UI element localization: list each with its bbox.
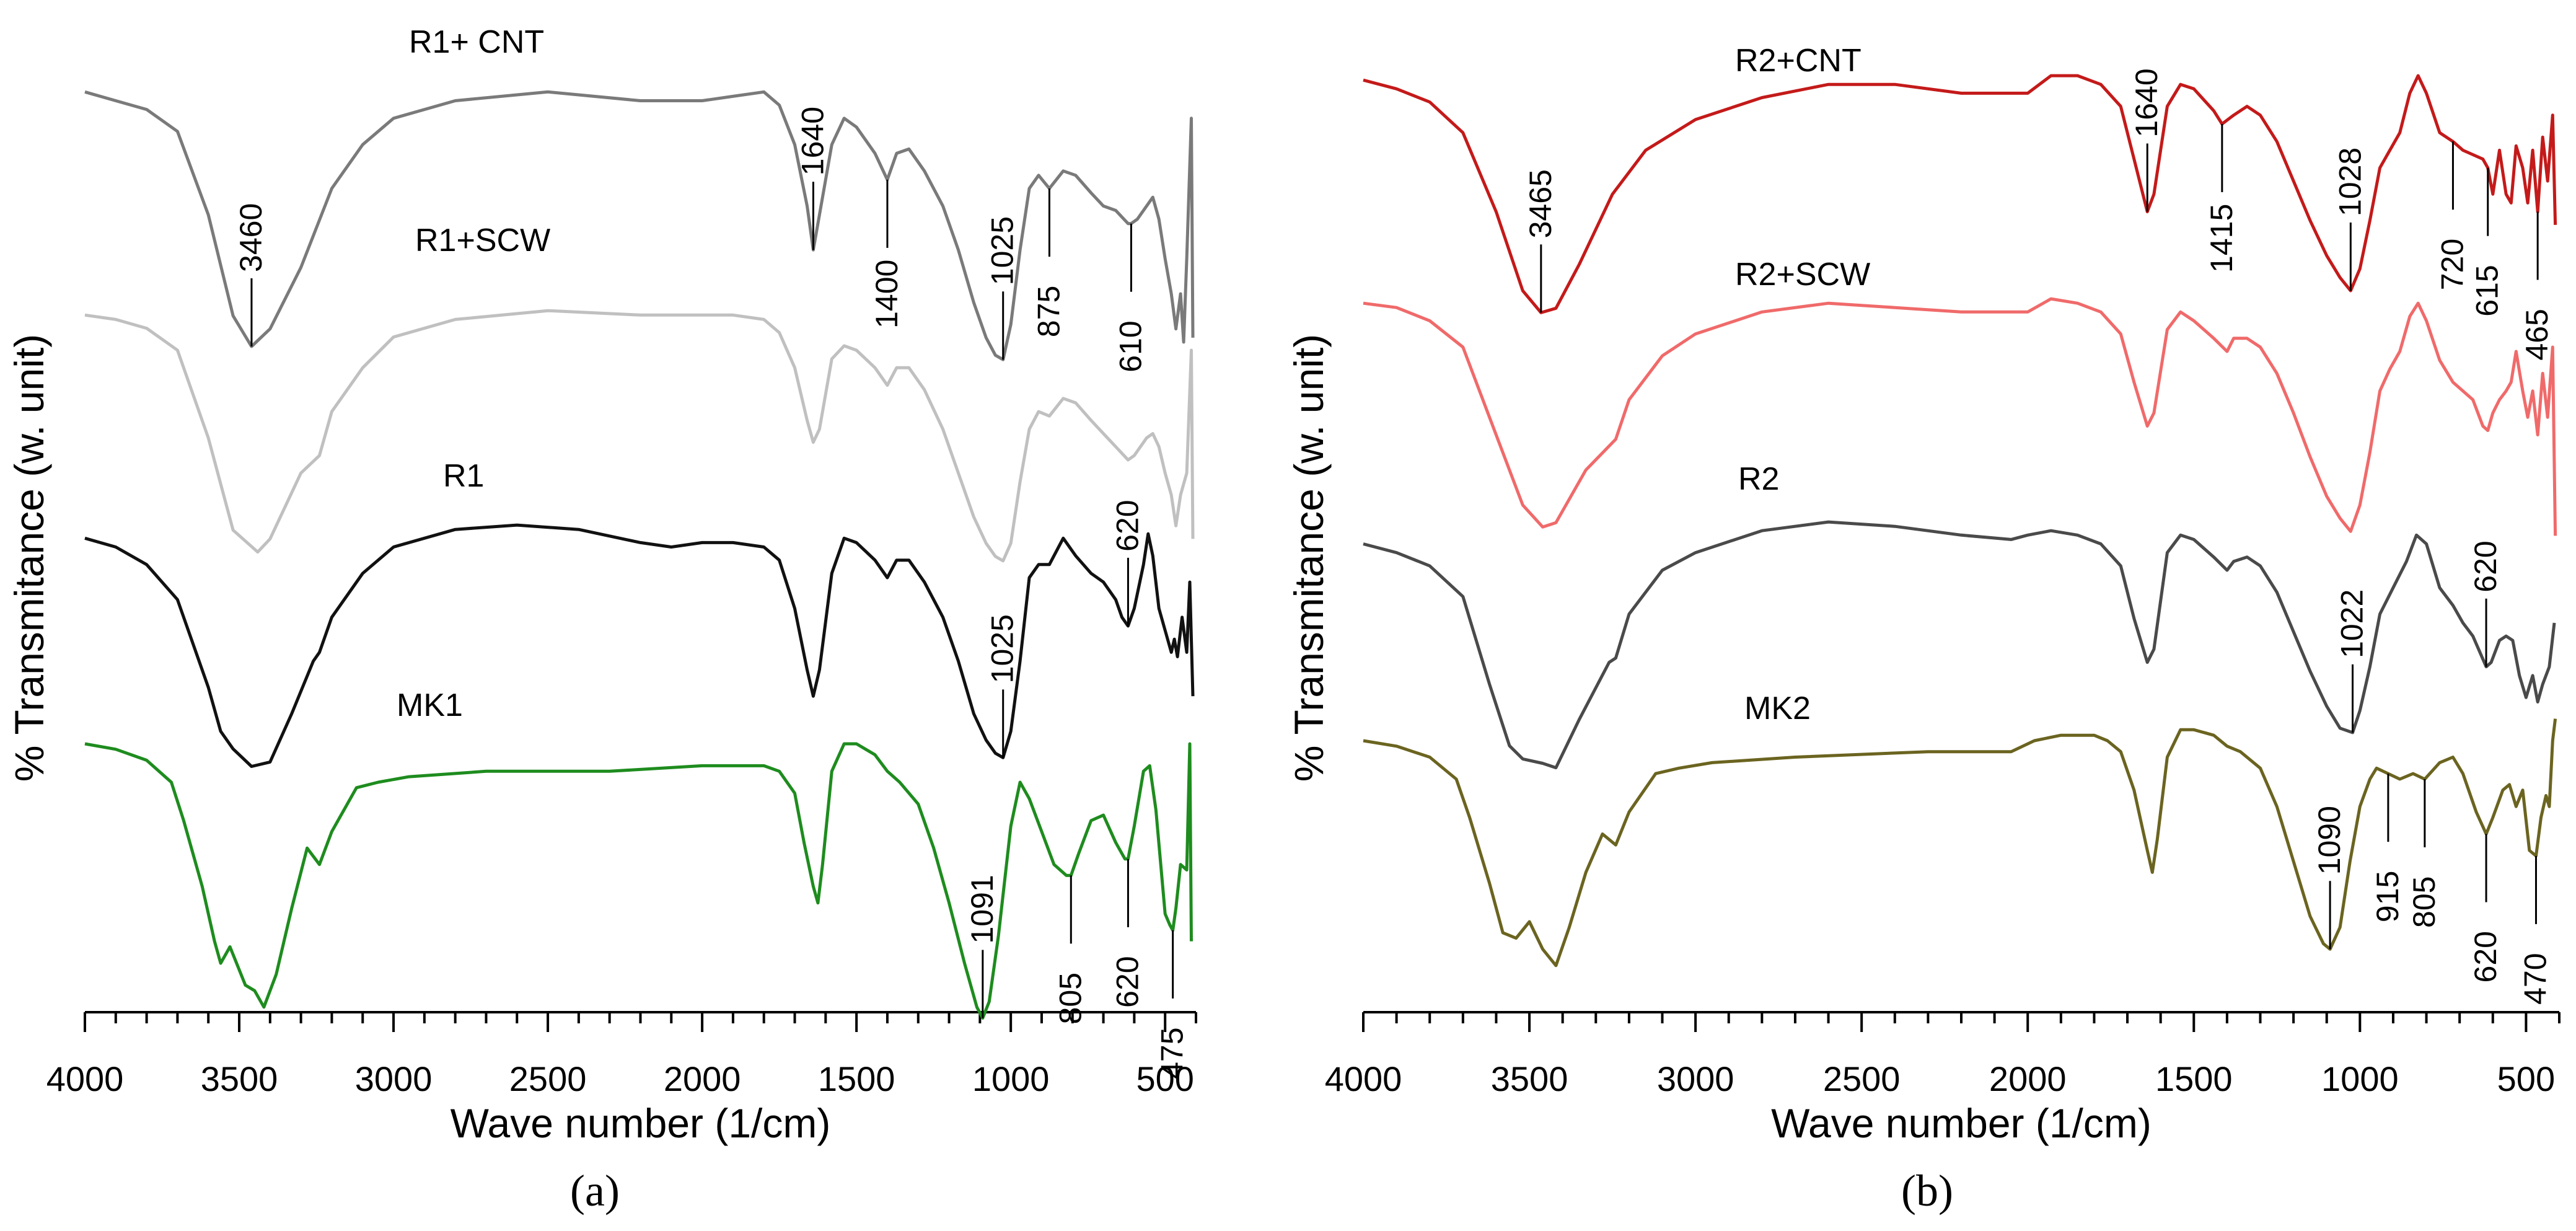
x-tick-label: 3000 — [355, 1059, 433, 1098]
peak-label: 1025 — [985, 216, 1020, 285]
series-label: R2+SCW — [1735, 257, 1870, 293]
peak-label: 1028 — [2332, 148, 2367, 216]
peak-label: 875 — [1031, 286, 1066, 337]
peak-label: 620 — [2468, 931, 2503, 982]
series-line-mk1 — [84, 742, 1193, 1020]
series-label: R1+SCW — [415, 223, 550, 258]
peak-label: 620 — [2468, 540, 2503, 592]
x-tick-label: 3500 — [201, 1059, 278, 1098]
series-label: R1+ CNT — [409, 24, 544, 60]
peak-label: 475 — [1155, 1027, 1190, 1079]
series-label: MK2 — [1744, 691, 1811, 726]
x-tick-label: 3500 — [1491, 1059, 1568, 1098]
peak-label: 1640 — [795, 107, 830, 175]
peak-label: 1022 — [2335, 589, 2370, 658]
series-line-r1 — [84, 523, 1195, 768]
peak-label: 1640 — [2129, 68, 2164, 137]
x-tick-label: 3000 — [1657, 1059, 1734, 1098]
series-label: R1 — [443, 458, 484, 494]
x-axis-label: Wave number (1/cm) — [1771, 1100, 2152, 1146]
peak-label: 3465 — [1523, 169, 1558, 238]
peak-label: 1091 — [965, 875, 1000, 943]
x-tick-label: 2500 — [1823, 1059, 1901, 1098]
peak-label: 620 — [1110, 500, 1145, 551]
peak-label: 805 — [1053, 973, 1088, 1024]
series-label: MK1 — [397, 687, 463, 723]
series-line-r1-scw — [84, 309, 1195, 563]
panel-b: 4000 3500 3000 2500 2000 1500 1000 500 Wave numb… — [1286, 43, 2561, 1216]
x-tick-label: 1000 — [2321, 1059, 2399, 1098]
series-line-r2-scw — [1363, 297, 2557, 536]
peak-label: 1025 — [985, 614, 1020, 683]
series-line-r1-cnt — [84, 90, 1195, 361]
peak-label: 1415 — [2204, 204, 2239, 273]
x-tick-label: 500 — [1136, 1059, 1193, 1098]
x-tick-label: 1500 — [2155, 1059, 2233, 1098]
peak-label: 1090 — [2312, 806, 2347, 875]
panel-caption: (b) — [1901, 1166, 1953, 1216]
peak-label: 915 — [2370, 871, 2405, 922]
series-label: R2+CNT — [1735, 43, 1862, 79]
peak-label: 620 — [1110, 956, 1145, 1007]
x-tick-label: 2500 — [509, 1059, 587, 1098]
series-line-mk2 — [1363, 718, 2557, 968]
x-tick-label: 1000 — [972, 1059, 1050, 1098]
peak-label: 720 — [2435, 239, 2469, 290]
peak-label: 615 — [2470, 265, 2505, 316]
series-line-r2-cnt — [1363, 74, 2557, 314]
peak-label: 610 — [1113, 320, 1148, 372]
peak-label: 1400 — [869, 260, 904, 329]
peak-label: 805 — [2407, 876, 2442, 928]
x-tick-label: 1500 — [818, 1059, 895, 1098]
x-tick-label: 2000 — [664, 1059, 741, 1098]
y-axis-label: % Transmitance (w. unit) — [1286, 334, 1332, 782]
panel-a: 4000 3500 3000 2500 2000 1500 1000 500 Wave numb… — [6, 24, 1197, 1216]
x-tick-label: 4000 — [1325, 1059, 1402, 1098]
peak-label: 465 — [2520, 309, 2554, 360]
series-label: R2 — [1738, 461, 1779, 497]
series-line-r2 — [1363, 520, 2556, 770]
x-tick-label: 2000 — [1989, 1059, 2067, 1098]
x-tick-label: 4000 — [46, 1059, 124, 1098]
panel-caption: (a) — [570, 1166, 620, 1216]
peak-label: 3460 — [234, 203, 268, 272]
x-tick-label: 500 — [2497, 1059, 2555, 1098]
peak-label: 470 — [2518, 953, 2552, 1004]
y-axis-label: % Transmitance (w. unit) — [6, 334, 52, 782]
x-axis-label: Wave number (1/cm) — [451, 1100, 831, 1146]
